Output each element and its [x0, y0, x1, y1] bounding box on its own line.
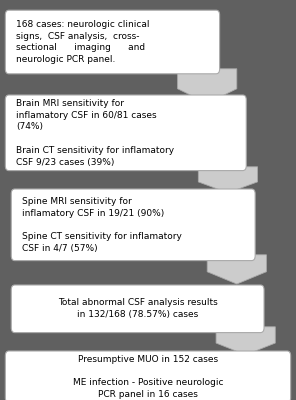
Polygon shape: [198, 167, 258, 193]
FancyBboxPatch shape: [5, 10, 220, 74]
Text: Spine MRI sensitivity for
inflamatory CSF in 19/21 (90%)

Spine CT sensitivity f: Spine MRI sensitivity for inflamatory CS…: [22, 197, 182, 253]
Text: 168 cases: neurologic clinical
signs,  CSF analysis,  cross-
sectional      imag: 168 cases: neurologic clinical signs, CS…: [16, 20, 150, 64]
FancyBboxPatch shape: [11, 189, 255, 261]
FancyBboxPatch shape: [5, 351, 291, 400]
Polygon shape: [178, 69, 237, 103]
Text: Brain MRI sensitivity for
inflamatory CSF in 60/81 cases
(74%)

Brain CT sensiti: Brain MRI sensitivity for inflamatory CS…: [16, 99, 174, 167]
Text: Total abnormal CSF analysis results
in 132/168 (78.57%) cases: Total abnormal CSF analysis results in 1…: [58, 298, 218, 319]
Polygon shape: [207, 255, 266, 284]
FancyBboxPatch shape: [5, 95, 246, 170]
Polygon shape: [216, 327, 275, 355]
Text: Presumptive MUO in 152 cases

ME infection - Positive neurologic
PCR panel in 16: Presumptive MUO in 152 cases ME infectio…: [73, 354, 223, 399]
FancyBboxPatch shape: [11, 285, 264, 333]
